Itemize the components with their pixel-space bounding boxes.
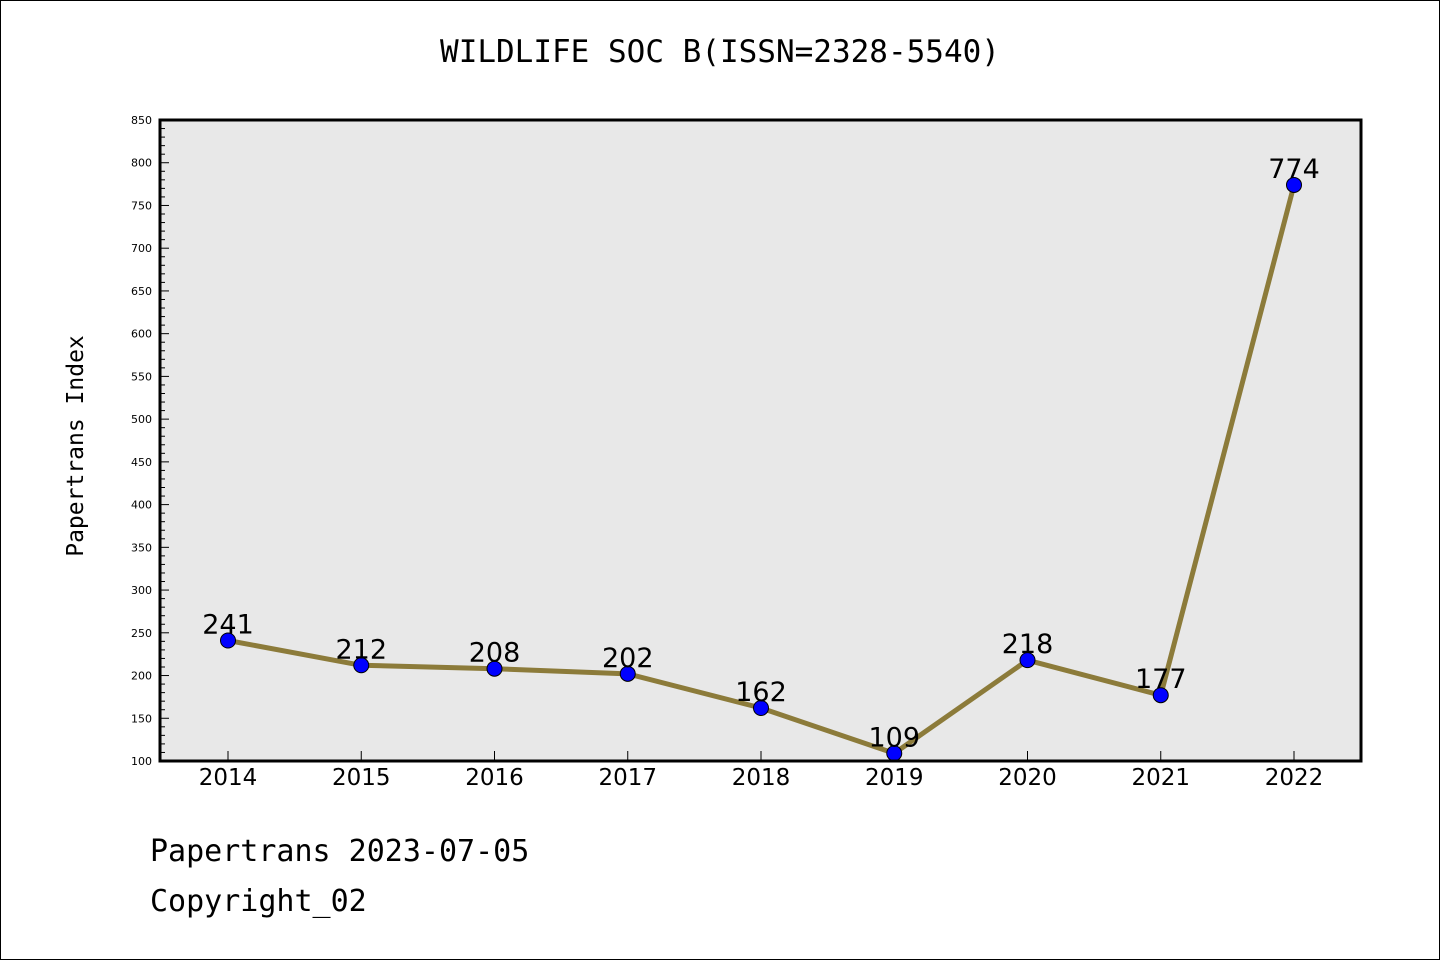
data-label: 202 bbox=[602, 643, 654, 674]
data-label: 109 bbox=[868, 722, 920, 753]
footer-date: Papertrans 2023-07-05 bbox=[150, 834, 530, 869]
x-tick-label: 2019 bbox=[865, 765, 924, 791]
y-tick-label: 150 bbox=[131, 712, 152, 725]
y-tick-label: 600 bbox=[131, 328, 152, 341]
plot-border bbox=[158, 118, 1363, 763]
x-tick-label: 2022 bbox=[1265, 765, 1324, 791]
data-point bbox=[1286, 176, 1302, 193]
y-tick-label: 650 bbox=[131, 285, 152, 298]
data-label: 208 bbox=[469, 638, 521, 669]
data-label: 162 bbox=[735, 677, 787, 708]
data-label: 177 bbox=[1135, 664, 1187, 695]
data-point bbox=[753, 700, 769, 717]
y-tick-label: 800 bbox=[131, 157, 152, 170]
plot-area bbox=[160, 120, 1361, 761]
data-point bbox=[1019, 652, 1036, 669]
y-tick-label: 100 bbox=[131, 755, 152, 768]
data-point bbox=[220, 632, 236, 649]
data-point bbox=[1152, 687, 1169, 704]
data-point bbox=[353, 657, 370, 674]
x-tick-label: 2014 bbox=[199, 765, 258, 791]
data-point bbox=[619, 665, 636, 682]
y-tick-label: 750 bbox=[131, 199, 152, 212]
data-label: 212 bbox=[335, 634, 387, 665]
y-tick-label: 700 bbox=[131, 242, 152, 255]
y-tick-label: 250 bbox=[131, 627, 152, 640]
y-tick-label: 550 bbox=[131, 370, 152, 383]
x-tick-label: 2021 bbox=[1131, 765, 1190, 791]
chart-title: WILDLIFE SOC B(ISSN=2328-5540) bbox=[440, 34, 1000, 70]
y-tick-label: 500 bbox=[131, 413, 152, 426]
x-tick-label: 2017 bbox=[598, 765, 657, 791]
data-label: 218 bbox=[1002, 629, 1054, 660]
footer-copyright: Copyright_02 bbox=[150, 884, 367, 919]
y-tick-label: 850 bbox=[131, 114, 152, 127]
x-tick-label: 2018 bbox=[732, 765, 791, 791]
x-tick-label: 2015 bbox=[332, 765, 391, 791]
x-tick-label: 2020 bbox=[998, 765, 1057, 791]
y-tick-label: 450 bbox=[131, 456, 152, 469]
x-tick-label: 2016 bbox=[465, 765, 524, 791]
data-label: 241 bbox=[202, 609, 254, 640]
y-tick-label: 350 bbox=[131, 541, 152, 554]
data-label: 774 bbox=[1268, 154, 1320, 185]
data-point bbox=[486, 660, 503, 677]
y-tick-label: 200 bbox=[131, 670, 152, 683]
y-tick-label: 400 bbox=[131, 499, 152, 512]
y-tick-label: 300 bbox=[131, 584, 152, 597]
